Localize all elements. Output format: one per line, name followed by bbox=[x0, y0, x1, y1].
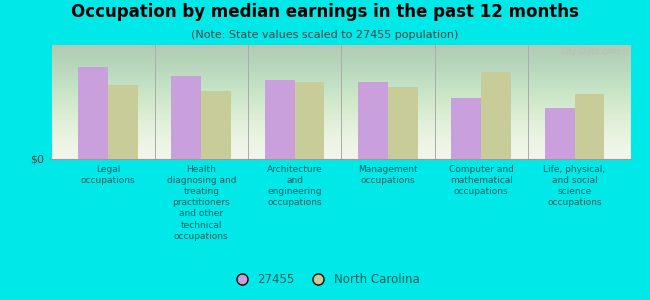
Bar bbox=[108, 85, 138, 159]
Text: Occupation by median earnings in the past 12 months: Occupation by median earnings in the pas… bbox=[71, 3, 579, 21]
Text: Computer and
mathematical
occupations: Computer and mathematical occupations bbox=[448, 165, 514, 196]
Bar bbox=[172, 76, 202, 159]
Bar bbox=[481, 72, 511, 159]
Bar bbox=[78, 67, 108, 159]
Text: Health
diagnosing and
treating
practitioners
and other
technical
occupations: Health diagnosing and treating practitio… bbox=[166, 165, 236, 241]
Bar bbox=[358, 82, 388, 159]
Bar bbox=[294, 82, 324, 159]
Bar bbox=[545, 108, 575, 159]
Bar bbox=[451, 98, 481, 159]
Text: Management
occupations: Management occupations bbox=[358, 165, 418, 185]
Text: Legal
occupations: Legal occupations bbox=[81, 165, 135, 185]
Text: City-Data.com: City-Data.com bbox=[561, 46, 621, 56]
Bar bbox=[388, 87, 418, 159]
Text: Architecture
and
engineering
occupations: Architecture and engineering occupations bbox=[266, 165, 322, 207]
Bar bbox=[265, 80, 294, 159]
Bar bbox=[202, 91, 231, 159]
Text: (Note: State values scaled to 27455 population): (Note: State values scaled to 27455 popu… bbox=[191, 30, 459, 40]
Legend: 27455, North Carolina: 27455, North Carolina bbox=[226, 269, 424, 291]
Text: Life, physical,
and social
science
occupations: Life, physical, and social science occup… bbox=[543, 165, 606, 207]
Bar bbox=[575, 94, 604, 159]
